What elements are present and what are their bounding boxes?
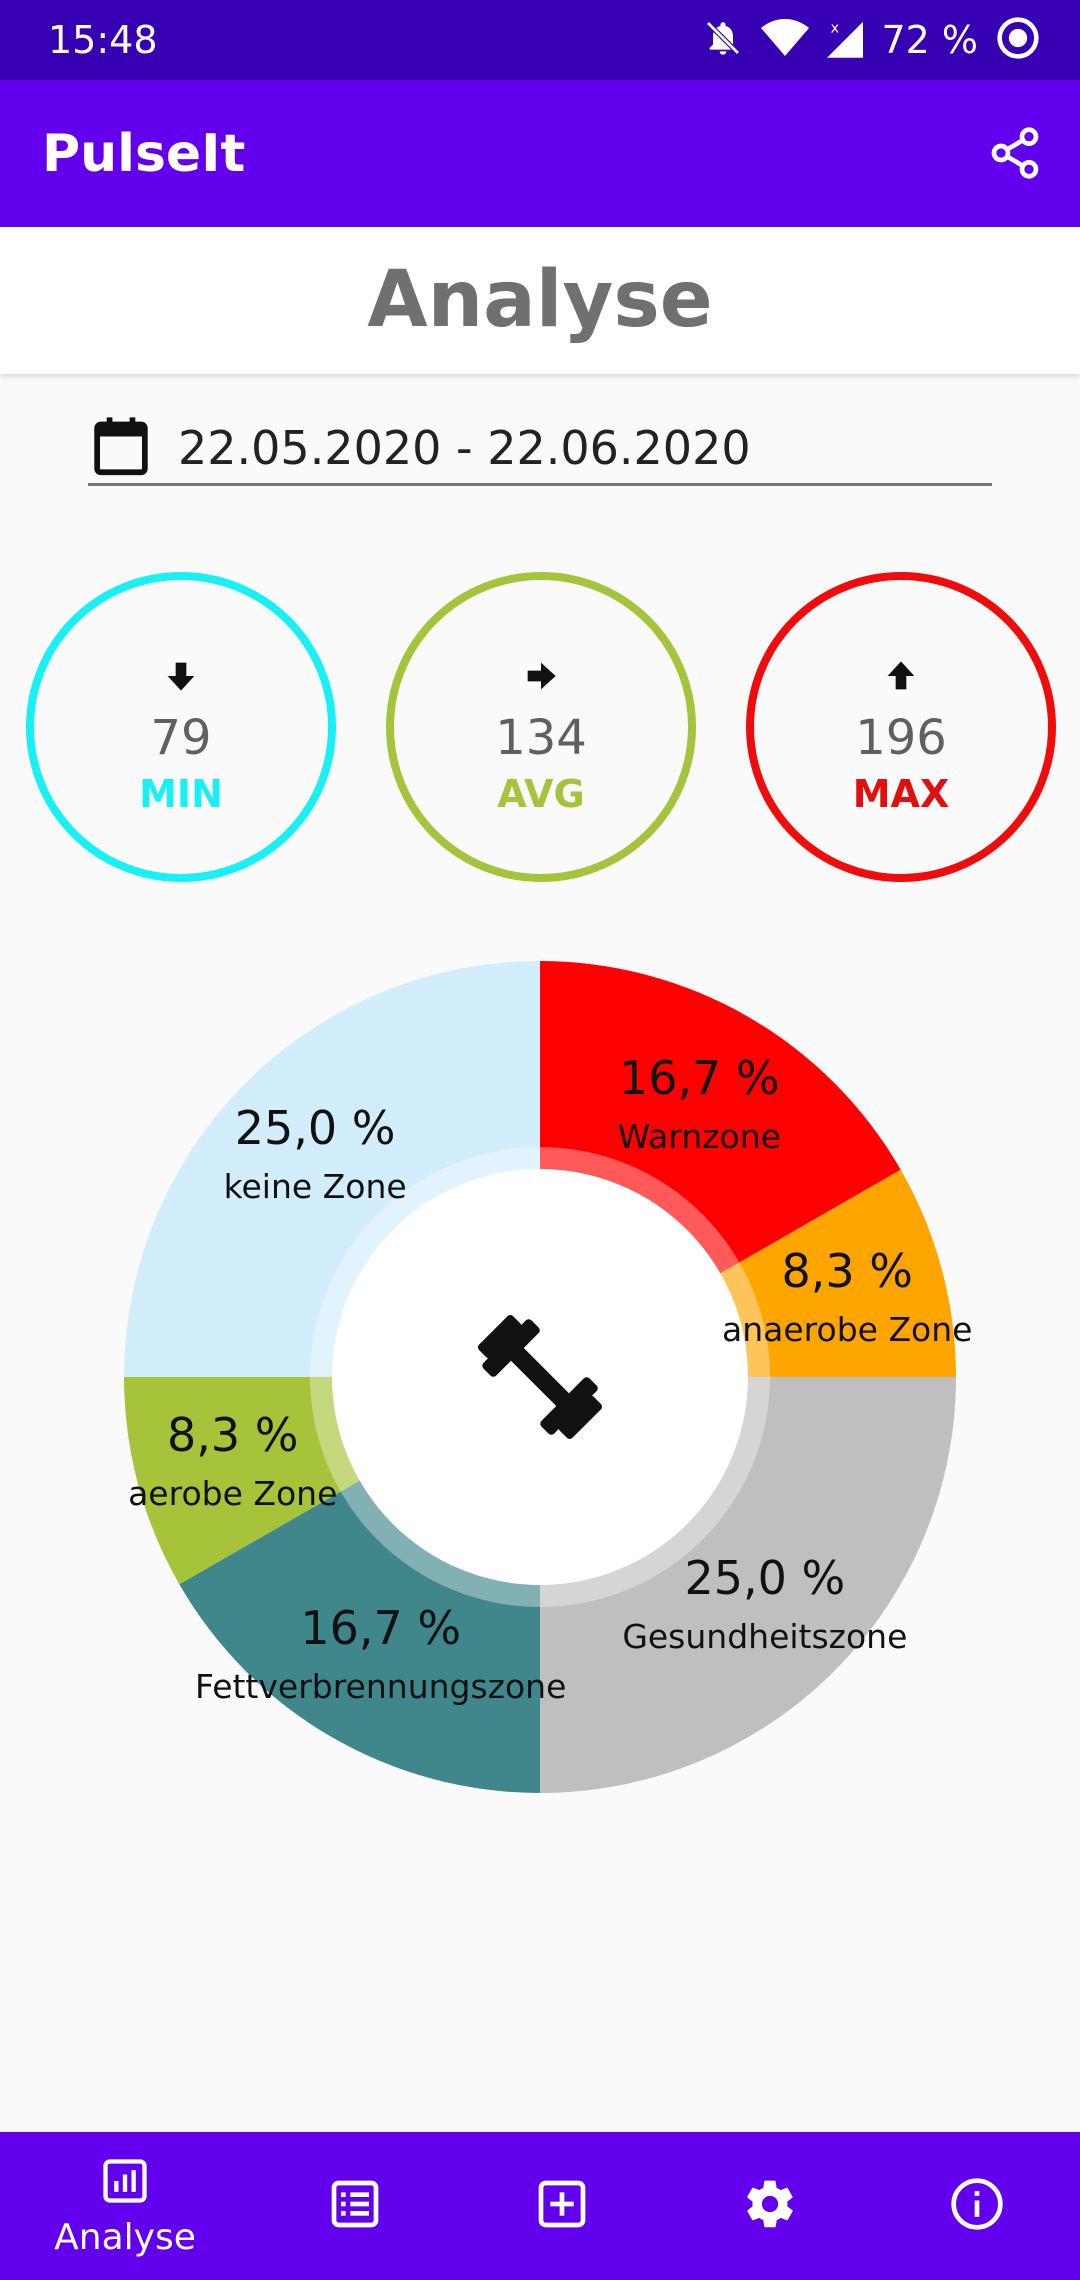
title-card: Analyse: [0, 227, 1080, 374]
share-button[interactable]: [980, 120, 1050, 190]
donut-slice-value: 8,3 %: [782, 1244, 914, 1298]
donut-slice-label: Fettverbrennungszone: [195, 1667, 566, 1706]
page-title: Analyse: [367, 255, 713, 345]
stat-min-label: MIN: [139, 772, 223, 816]
status-bar: 15:48 x 72 %: [0, 0, 1080, 80]
stat-avg: 134 AVG: [386, 572, 696, 882]
add-box-icon: [534, 2176, 590, 2236]
dumbbell-icon: [478, 1315, 602, 1439]
chart-icon: [99, 2155, 151, 2211]
donut-slice-value: 25,0 %: [235, 1101, 396, 1155]
nav-label-analyse: Analyse: [54, 2216, 196, 2258]
arrow-right-icon: [394, 660, 688, 692]
stat-max: 196 MAX: [746, 572, 1056, 882]
record-icon: [996, 16, 1040, 64]
signal-icon: x: [827, 18, 864, 62]
donut-slice-label: keine Zone: [224, 1167, 407, 1206]
stat-min-value: 79: [150, 710, 212, 766]
date-range-field[interactable]: 22.05.2020 - 22.06.2020: [88, 405, 992, 486]
calendar-icon: [92, 415, 150, 481]
battery-text: 72 %: [881, 18, 978, 62]
bottom-nav: Analyse: [0, 2132, 1080, 2280]
donut-slice-value: 16,7 %: [619, 1051, 780, 1105]
donut-slice-value: 16,7 %: [300, 1601, 461, 1655]
status-time: 15:48: [48, 18, 158, 62]
app-title: PulseIt: [42, 124, 246, 184]
stat-avg-label: AVG: [497, 772, 585, 816]
gear-icon: [742, 2176, 798, 2236]
info-icon: [949, 2176, 1005, 2236]
stat-avg-value: 134: [495, 710, 587, 766]
donut-slice-label: Warnzone: [618, 1117, 781, 1156]
share-icon: [987, 125, 1043, 185]
donut-slice-label: aerobe Zone: [128, 1474, 337, 1513]
donut-slice-label: Gesundheitszone: [622, 1617, 907, 1656]
donut-slice-value: 8,3 %: [167, 1408, 299, 1462]
donut-labels: 16,7 % Warnzone 8,3 % anaerobe Zone 25,0 % Ge…: [128, 1051, 972, 1706]
nav-item-analyse[interactable]: Analyse: [45, 2132, 205, 2280]
app-bar: PulseIt: [0, 80, 1080, 227]
donut-segments: [124, 961, 956, 1793]
wifi-icon: [761, 18, 810, 62]
donut-slice-label: anaerobe Zone: [722, 1310, 972, 1349]
bell-off-icon: [703, 18, 743, 62]
stat-max-value: 196: [855, 710, 947, 766]
arrow-up-icon: [754, 660, 1048, 692]
nav-item-add[interactable]: [482, 2132, 642, 2280]
status-icons: x 72 %: [703, 14, 1040, 66]
stat-min: 79 MIN: [26, 572, 336, 882]
list-icon: [327, 2176, 383, 2236]
svg-text:x: x: [831, 21, 840, 37]
donut-slice-value: 25,0 %: [684, 1551, 845, 1605]
nav-item-list[interactable]: [275, 2132, 435, 2280]
nav-item-settings[interactable]: [690, 2132, 850, 2280]
stat-max-label: MAX: [852, 772, 950, 816]
nav-item-info[interactable]: [897, 2132, 1057, 2280]
date-range-value: 22.05.2020 - 22.06.2020: [178, 421, 751, 475]
arrow-down-icon: [34, 660, 328, 692]
